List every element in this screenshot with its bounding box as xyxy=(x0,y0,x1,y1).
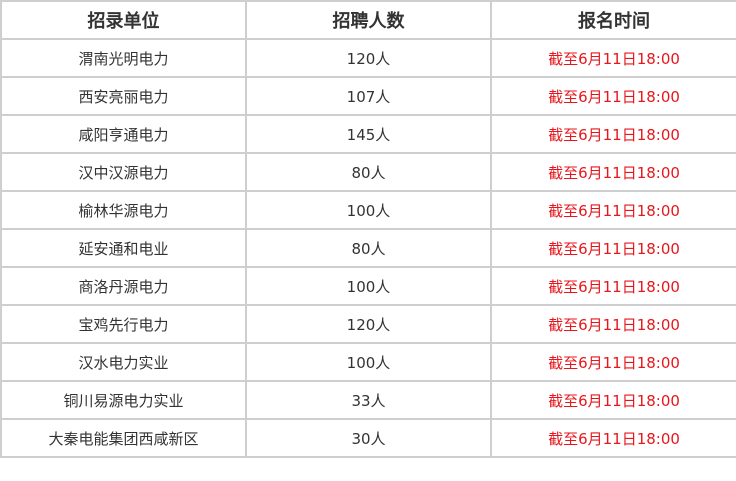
unit-cell: 咸阳亨通电力 xyxy=(0,114,247,154)
unit-cell: 延安通和电业 xyxy=(0,228,247,268)
deadline-cell: 截至6月11日18:00 xyxy=(490,38,736,78)
deadline-cell: 截至6月11日18:00 xyxy=(490,342,736,382)
deadline-cell: 截至6月11日18:00 xyxy=(490,114,736,154)
table-row: 西安亮丽电力 107人 截至6月11日18:00 xyxy=(0,76,736,116)
table-row: 榆林华源电力 100人 截至6月11日18:00 xyxy=(0,190,736,230)
table-row: 大秦电能集团西咸新区 30人 截至6月11日18:00 xyxy=(0,418,736,458)
deadline-cell: 截至6月11日18:00 xyxy=(490,266,736,306)
header-count: 招聘人数 xyxy=(245,0,492,40)
deadline-cell: 截至6月11日18:00 xyxy=(490,152,736,192)
table-row: 商洛丹源电力 100人 截至6月11日18:00 xyxy=(0,266,736,306)
count-cell: 33人 xyxy=(245,380,492,420)
count-cell: 120人 xyxy=(245,38,492,78)
deadline-cell: 截至6月11日18:00 xyxy=(490,380,736,420)
table-row: 汉水电力实业 100人 截至6月11日18:00 xyxy=(0,342,736,382)
count-cell: 107人 xyxy=(245,76,492,116)
deadline-cell: 截至6月11日18:00 xyxy=(490,228,736,268)
count-cell: 80人 xyxy=(245,228,492,268)
unit-cell: 宝鸡先行电力 xyxy=(0,304,247,344)
deadline-cell: 截至6月11日18:00 xyxy=(490,76,736,116)
deadline-cell: 截至6月11日18:00 xyxy=(490,190,736,230)
count-cell: 100人 xyxy=(245,190,492,230)
table-row: 铜川易源电力实业 33人 截至6月11日18:00 xyxy=(0,380,736,420)
table-row: 渭南光明电力 120人 截至6月11日18:00 xyxy=(0,38,736,78)
count-cell: 145人 xyxy=(245,114,492,154)
count-cell: 120人 xyxy=(245,304,492,344)
header-row: 招录单位 招聘人数 报名时间 xyxy=(0,0,736,40)
unit-cell: 西安亮丽电力 xyxy=(0,76,247,116)
count-cell: 80人 xyxy=(245,152,492,192)
count-cell: 100人 xyxy=(245,266,492,306)
count-cell: 30人 xyxy=(245,418,492,458)
unit-cell: 铜川易源电力实业 xyxy=(0,380,247,420)
unit-cell: 汉水电力实业 xyxy=(0,342,247,382)
recruitment-table: 招录单位 招聘人数 报名时间 渭南光明电力 120人 截至6月11日18:00 西安亮… xyxy=(0,0,736,458)
header-time: 报名时间 xyxy=(490,0,736,40)
header-unit: 招录单位 xyxy=(0,0,247,40)
table-row: 宝鸡先行电力 120人 截至6月11日18:00 xyxy=(0,304,736,344)
table-row: 延安通和电业 80人 截至6月11日18:00 xyxy=(0,228,736,268)
table-row: 汉中汉源电力 80人 截至6月11日18:00 xyxy=(0,152,736,192)
unit-cell: 商洛丹源电力 xyxy=(0,266,247,306)
deadline-cell: 截至6月11日18:00 xyxy=(490,304,736,344)
unit-cell: 大秦电能集团西咸新区 xyxy=(0,418,247,458)
deadline-cell: 截至6月11日18:00 xyxy=(490,418,736,458)
unit-cell: 汉中汉源电力 xyxy=(0,152,247,192)
unit-cell: 榆林华源电力 xyxy=(0,190,247,230)
unit-cell: 渭南光明电力 xyxy=(0,38,247,78)
table-row: 咸阳亨通电力 145人 截至6月11日18:00 xyxy=(0,114,736,154)
count-cell: 100人 xyxy=(245,342,492,382)
